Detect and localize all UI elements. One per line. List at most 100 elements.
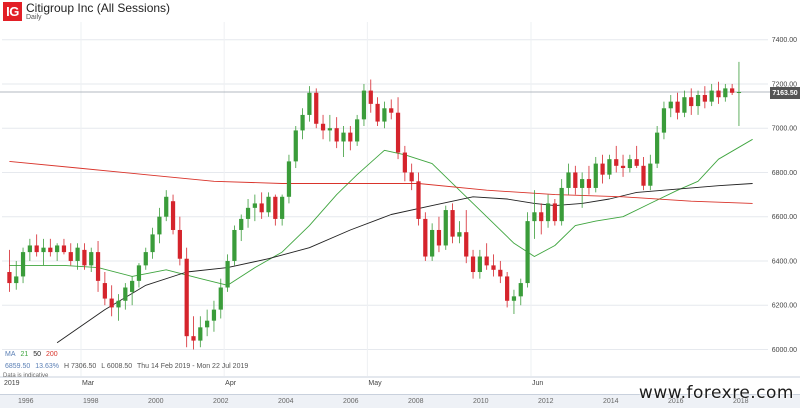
candle-up [695,90,701,115]
candle-down [600,154,605,184]
candle-body [55,245,60,253]
low-value: L 6008.50 [101,363,133,370]
time-navigator[interactable]: 1996 1998 2000 2002 2004 2006 2008 2010 2012 2014… [0,394,800,408]
ma-50-line [56,183,753,344]
candle-up [205,309,210,337]
navigator-year-label: 2000 [148,398,164,405]
navigator-year-label: 2008 [408,398,424,405]
candle-down [348,125,353,151]
candle-up [218,278,223,319]
candle-body [668,101,673,109]
navigator-year-label: 2016 [668,398,684,405]
candle-down [259,192,264,219]
candle-up [668,95,673,118]
candle-down [498,260,503,284]
candle-body [736,92,742,94]
candle-down [82,243,87,270]
y-tick-label: 6000.00 [772,347,797,354]
candle-body [68,252,73,261]
candle-body [600,163,605,175]
candle-body [395,112,401,153]
candle-up [55,243,60,261]
date-range: Thu 14 Feb 2019 - Mon 22 Jul 2019 [136,363,249,370]
candle-body [532,212,537,222]
candle-up [239,214,244,242]
candle-up [430,223,435,261]
candle-up [566,163,571,195]
candle-body [539,212,544,222]
candle-up [627,154,632,173]
ma-200-label: 200 [45,351,58,358]
open-value: 6859.50 [5,363,31,370]
candle-down [730,83,735,96]
candle-down [314,88,319,129]
candle-body [709,90,714,102]
candle-down [34,234,39,257]
candle-up [20,247,26,284]
candle-up [382,101,387,129]
candle-up [518,278,523,306]
candle-body [416,181,421,219]
candle-body [259,203,264,213]
x-axis: 2019 Mar Apr May Jun [0,376,800,387]
x-tick-label: Apr [225,380,237,387]
candle-body [716,90,721,98]
chart-header: IG Citigroup Inc (All Sessions) Daily [0,0,800,22]
candle-up [245,199,251,228]
navigator-year-label: 2014 [603,398,619,405]
candle-body [95,252,101,281]
candle-up [341,125,346,157]
candle-body [130,280,135,292]
candle-body [361,90,367,120]
candle-up [361,83,367,126]
candle-down [573,165,578,195]
x-tick-label: 2019 [4,380,20,387]
candle-up [532,190,537,239]
candle-up [477,249,482,279]
candle-up [198,316,203,348]
candle-body [307,92,312,115]
candle-body [511,296,517,301]
candle-body [634,159,639,166]
candle-body [232,229,237,261]
candle-body [123,287,128,301]
candle-body [82,249,87,266]
candle-up [300,108,305,140]
navigator-year-label: 2010 [473,398,489,405]
candle-down [423,212,428,261]
candle-body [450,210,455,237]
candle-down [491,254,496,277]
candle-body [402,152,407,173]
price-stats: 6859.50 13.63% H 7306.50 L 6008.50 Thu 1… [5,363,251,370]
x-tick-label: May [368,380,382,387]
last-price-tag: 7163.50 [770,87,800,99]
candle-down [505,272,510,308]
candle-body [143,252,148,266]
candle-down [614,145,619,173]
candle-body [620,165,626,169]
candle-up [545,194,551,228]
candle-body [552,203,557,222]
chart-title: Citigroup Inc (All Sessions) [26,1,171,15]
y-tick-label: 6200.00 [772,303,797,310]
candle-up [286,154,292,204]
candle-body [198,327,203,341]
candle-up [593,156,598,193]
candle-up [143,247,148,270]
candle-up [89,247,94,273]
candle-body [689,97,694,107]
navigator-year-label: 2012 [538,398,554,405]
candle-body [239,218,244,230]
candle-up [443,205,448,250]
candle-down [634,145,639,169]
candle-body [341,132,346,142]
candle-up [136,263,142,288]
x-tick-label: Jun [532,380,543,387]
candle-up [150,227,155,259]
candle-body [382,108,387,122]
navigator-year-label: 2002 [213,398,229,405]
candle-down [539,203,544,235]
candle-body [491,265,496,270]
candle-up [164,190,169,222]
